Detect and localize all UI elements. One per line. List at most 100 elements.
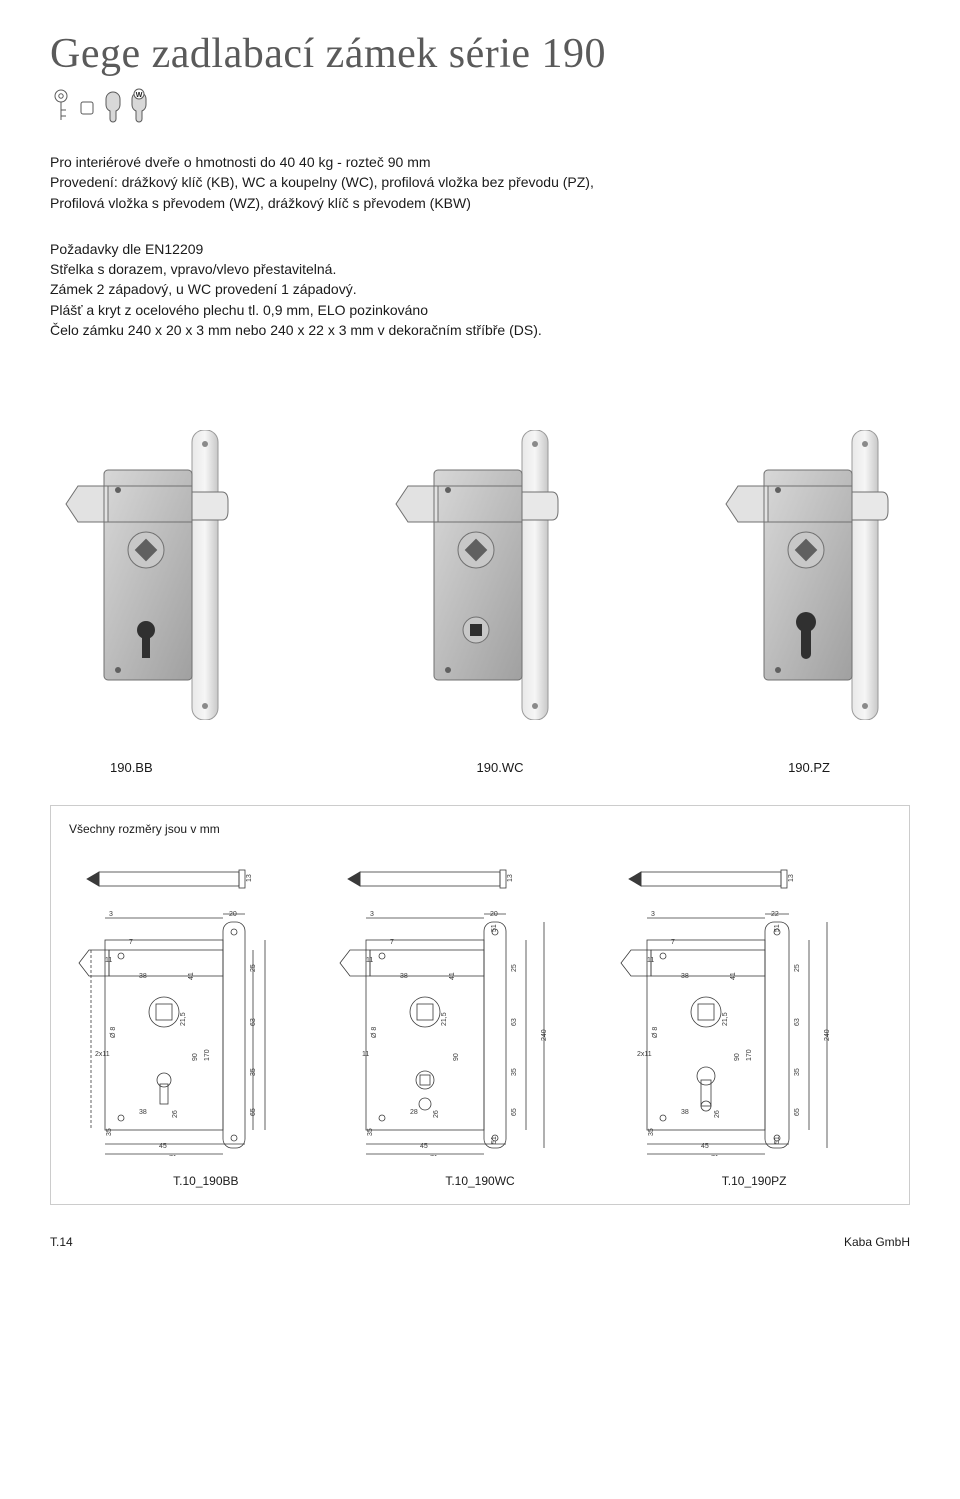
cylinder-w-icon: W xyxy=(128,88,150,124)
svg-text:25: 25 xyxy=(511,964,518,972)
svg-text:21,5: 21,5 xyxy=(722,1013,729,1027)
svg-text:71: 71 xyxy=(169,1155,177,1156)
intro-line: Pro interiérové dveře o hmotnosti do 40 … xyxy=(50,152,910,172)
svg-text:11: 11 xyxy=(105,957,112,964)
svg-text:Ø 8: Ø 8 xyxy=(110,1027,117,1038)
svg-text:90: 90 xyxy=(734,1053,741,1061)
drawings-row: 13 xyxy=(69,866,891,1156)
svg-text:26: 26 xyxy=(433,1110,440,1118)
svg-text:65: 65 xyxy=(250,1108,257,1116)
drawing-label-row: T.10_190BB T.10_190WC T.10_190PZ xyxy=(69,1174,891,1188)
footer-right: Kaba GmbH xyxy=(844,1235,910,1249)
spec-line: Čelo zámku 240 x 20 x 3 mm nebo 240 x 22… xyxy=(50,320,910,340)
product-label: 190.WC xyxy=(330,760,610,775)
svg-text:Ø 8: Ø 8 xyxy=(371,1027,378,1038)
spec-line: Zámek 2 západový, u WC provedení 1 západ… xyxy=(50,279,910,299)
svg-text:35: 35 xyxy=(106,1128,113,1136)
svg-text:41: 41 xyxy=(730,972,737,980)
svg-text:38: 38 xyxy=(681,973,689,980)
svg-text:25: 25 xyxy=(250,964,257,972)
svg-text:170: 170 xyxy=(204,1050,211,1062)
svg-text:3: 3 xyxy=(370,911,374,918)
svg-text:35: 35 xyxy=(367,1128,374,1136)
tech-drawing-pz: 13 xyxy=(611,866,891,1156)
svg-text:240: 240 xyxy=(541,1030,548,1042)
svg-text:51: 51 xyxy=(491,924,498,932)
drawings-panel: Všechny rozměry jsou v mm 13 xyxy=(50,805,910,1205)
svg-text:20: 20 xyxy=(229,911,237,918)
svg-text:21,5: 21,5 xyxy=(441,1013,448,1027)
svg-text:38: 38 xyxy=(139,1109,147,1116)
svg-text:35: 35 xyxy=(511,1068,518,1076)
svg-text:51: 51 xyxy=(774,1136,781,1144)
svg-text:2x11: 2x11 xyxy=(637,1051,652,1058)
product-label-row: 190.BB 190.WC 190.PZ xyxy=(50,760,910,775)
tech-drawing-wc: 13 xyxy=(330,866,610,1156)
svg-text:11: 11 xyxy=(647,957,654,964)
footer-left: T.14 xyxy=(50,1235,73,1249)
svg-text:13: 13 xyxy=(788,874,795,882)
spec-line: Plášť a kryt z ocelového plechu tl. 0,9 … xyxy=(50,300,910,320)
lock-photo-bb xyxy=(50,430,250,720)
svg-text:Ø 8: Ø 8 xyxy=(652,1027,659,1038)
svg-text:45: 45 xyxy=(159,1143,167,1150)
svg-text:90: 90 xyxy=(192,1053,199,1061)
svg-text:65: 65 xyxy=(794,1108,801,1116)
lock-photo-wc xyxy=(380,430,580,720)
svg-text:7: 7 xyxy=(671,939,675,946)
intro-line: Provedení: drážkový klíč (KB), WC a koup… xyxy=(50,172,910,192)
svg-text:3: 3 xyxy=(109,911,113,918)
svg-text:41: 41 xyxy=(188,972,195,980)
spec-line: Střelka s dorazem, vpravo/vlevo přestavi… xyxy=(50,259,910,279)
svg-text:2x11: 2x11 xyxy=(95,1051,110,1058)
product-label: 190.BB xyxy=(50,760,330,775)
intro-block: Pro interiérové dveře o hmotnosti do 40 … xyxy=(50,152,910,213)
svg-text:20: 20 xyxy=(490,911,498,918)
tech-drawing-bb: 13 xyxy=(69,866,330,1156)
svg-text:7: 7 xyxy=(129,939,133,946)
page-footer: T.14 Kaba GmbH xyxy=(50,1235,910,1249)
svg-text:21,5: 21,5 xyxy=(180,1013,187,1027)
svg-text:35: 35 xyxy=(250,1068,257,1076)
svg-text:41: 41 xyxy=(449,972,456,980)
product-label: 190.PZ xyxy=(610,760,910,775)
drawings-caption: Všechny rozměry jsou v mm xyxy=(69,822,891,836)
svg-text:26: 26 xyxy=(714,1110,721,1118)
products-row xyxy=(50,430,910,720)
product-wc xyxy=(380,430,580,720)
drawing-label: T.10_190PZ xyxy=(617,1174,891,1188)
svg-text:63: 63 xyxy=(250,1018,257,1026)
svg-text:38: 38 xyxy=(139,973,147,980)
page-title: Gege zadlabací zámek série 190 xyxy=(50,30,910,78)
svg-text:71: 71 xyxy=(430,1155,438,1156)
svg-text:22: 22 xyxy=(771,911,779,918)
cylinder-icon xyxy=(102,88,124,124)
svg-text:65: 65 xyxy=(511,1108,518,1116)
svg-text:13: 13 xyxy=(507,874,514,882)
svg-text:71: 71 xyxy=(711,1155,719,1156)
svg-text:170: 170 xyxy=(746,1050,753,1062)
svg-text:25: 25 xyxy=(794,964,801,972)
key-icon xyxy=(50,88,72,124)
svg-text:7: 7 xyxy=(390,939,394,946)
spec-line: Požadavky dle EN12209 xyxy=(50,239,910,259)
svg-text:51: 51 xyxy=(491,1136,498,1144)
svg-text:35: 35 xyxy=(794,1068,801,1076)
svg-text:13: 13 xyxy=(246,874,253,882)
svg-text:63: 63 xyxy=(511,1018,518,1026)
svg-text:35: 35 xyxy=(648,1128,655,1136)
drawing-label: T.10_190WC xyxy=(343,1174,617,1188)
product-bb xyxy=(50,430,250,720)
svg-text:90: 90 xyxy=(453,1053,460,1061)
type-icons-row: W xyxy=(50,88,910,124)
intro-line: Profilová vložka s převodem (WZ), drážko… xyxy=(50,193,910,213)
svg-text:3: 3 xyxy=(651,911,655,918)
svg-text:63: 63 xyxy=(794,1018,801,1026)
svg-text:240: 240 xyxy=(824,1030,831,1042)
svg-text:26: 26 xyxy=(172,1110,179,1118)
spec-block: Požadavky dle EN12209 Střelka s dorazem,… xyxy=(50,239,910,340)
svg-text:45: 45 xyxy=(420,1143,428,1150)
svg-text:11: 11 xyxy=(366,957,373,964)
svg-text:51: 51 xyxy=(774,924,781,932)
svg-text:W: W xyxy=(136,92,143,99)
